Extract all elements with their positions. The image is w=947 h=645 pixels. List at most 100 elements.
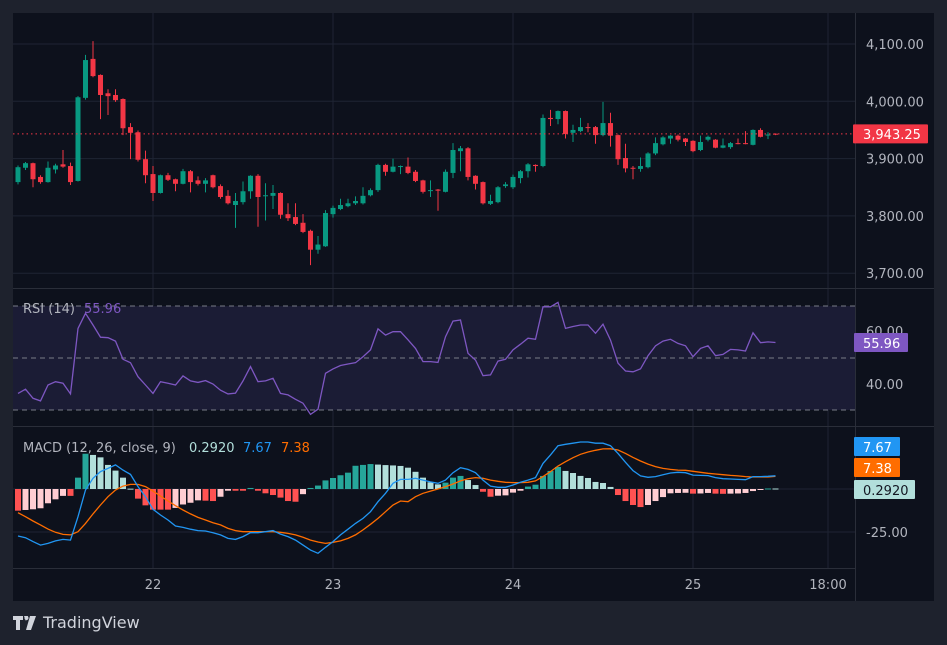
macd-legend-title[interactable]: MACD (12, 26, close, 9) (23, 441, 176, 456)
candle (578, 117, 583, 133)
histogram-bar (255, 489, 261, 491)
candle-body (165, 175, 171, 180)
histogram-bar (502, 489, 509, 496)
candle (383, 163, 388, 176)
histogram-bar (172, 489, 179, 508)
candle-body (323, 213, 328, 247)
macd-line (17, 441, 776, 555)
candle-body (30, 163, 36, 180)
candle-body (210, 175, 216, 188)
candle (585, 123, 591, 133)
histogram-bar (735, 489, 741, 494)
candle (735, 138, 741, 145)
candle-body (510, 176, 516, 188)
histogram-bar (375, 464, 381, 489)
candle-body (263, 195, 268, 197)
candle-body (488, 201, 493, 204)
candle (570, 124, 576, 142)
candle-body (128, 127, 133, 133)
candle-body (45, 167, 51, 183)
candle (330, 205, 336, 218)
candle (203, 178, 208, 193)
last-price-label: 3,943.25 (863, 128, 921, 143)
histogram-bar (277, 489, 284, 498)
histogram-bar (202, 489, 209, 501)
candle-body (180, 171, 186, 184)
candle-body (330, 207, 336, 215)
histogram-bar (765, 488, 771, 490)
candle (743, 131, 748, 145)
candle (675, 134, 681, 142)
candle-body (413, 171, 418, 181)
candle (60, 150, 66, 168)
histogram-bar (480, 489, 486, 492)
histogram-bar (705, 489, 711, 493)
candle (293, 203, 298, 226)
histogram-bar (577, 475, 584, 489)
candle-body (638, 166, 643, 169)
candle-body (248, 175, 253, 192)
candle (563, 110, 568, 139)
histogram-bar (307, 487, 314, 489)
candle (668, 135, 673, 144)
histogram-bar (247, 487, 254, 489)
candle-body (338, 205, 343, 210)
brand-name: TradingView (43, 613, 140, 632)
tradingview-logo[interactable]: TradingView (13, 613, 140, 632)
candle (540, 114, 546, 168)
candle (600, 101, 606, 137)
candle-body (293, 217, 298, 224)
histogram-bar (270, 489, 276, 496)
histogram-bar (210, 489, 216, 502)
candle (750, 129, 756, 146)
rsi-value-badge (854, 333, 908, 352)
candle-body (705, 136, 711, 140)
candle (765, 132, 771, 140)
time-axis[interactable]: 22 23 24 25 18:00 (145, 578, 847, 593)
candle (30, 162, 36, 188)
candle (308, 229, 313, 266)
histogram-bar (487, 489, 494, 497)
candle (375, 163, 381, 192)
candle-body (345, 203, 351, 207)
candle (225, 190, 231, 205)
histogram-bar (712, 489, 719, 494)
candle (105, 89, 111, 116)
histogram-bar (240, 489, 246, 491)
histogram-bar (547, 470, 554, 489)
candle (240, 181, 246, 205)
candle-body (668, 135, 673, 139)
candle-body (360, 195, 366, 204)
candle (263, 183, 268, 221)
candle-body (608, 123, 613, 136)
histogram-bar (165, 489, 171, 510)
candle (68, 162, 73, 185)
histogram-bar (262, 489, 269, 494)
candle-body (195, 180, 201, 184)
candle-body (218, 186, 223, 197)
time-tick-label: 24 (505, 578, 522, 593)
candle (180, 168, 186, 185)
histogram-bar (525, 486, 531, 489)
candle-body (495, 187, 501, 203)
candle (615, 134, 621, 165)
candle (285, 203, 291, 222)
histogram-bar (630, 489, 636, 505)
histogram-bar (232, 489, 239, 491)
candle-body (458, 148, 463, 152)
histogram-bar (97, 457, 104, 489)
candle-body (285, 214, 291, 219)
histogram-bar (352, 465, 359, 489)
candle (368, 188, 373, 197)
rsi-legend-title[interactable]: RSI (14) (23, 302, 75, 317)
histogram-bar (22, 489, 29, 510)
candle-body (720, 145, 726, 148)
candle-body (690, 140, 696, 152)
time-tick-label: 25 (685, 578, 702, 593)
candle (120, 98, 126, 136)
candle (713, 139, 718, 149)
price-axis[interactable]: 4,100.00 4,000.00 3,900.00 3,800.00 3,700.00 (866, 38, 924, 282)
candle-body (615, 135, 621, 160)
histogram-bar (135, 489, 141, 499)
